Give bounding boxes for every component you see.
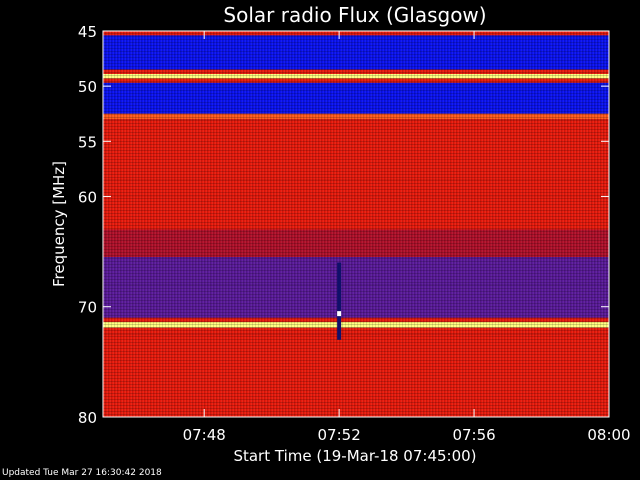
noise-texture-horizontal <box>103 31 609 417</box>
y-tick-label-0: 45 <box>78 23 97 41</box>
plot-area <box>103 31 609 417</box>
burst-column <box>337 262 342 340</box>
y-tick-label-3: 60 <box>78 188 97 206</box>
x-tick-label-3: 08:00 <box>587 426 630 444</box>
x-tick-label-2: 07:56 <box>452 426 495 444</box>
axes: 07:48 07:52 07:56 08:00 45 50 55 60 70 80 <box>78 23 631 444</box>
burst-peak <box>337 311 342 317</box>
x-axis-label: Start Time (19-Mar-18 07:45:00) <box>233 447 476 465</box>
y-axis-label: Frequency [MHz] <box>50 161 68 287</box>
x-tick-label-1: 07:52 <box>318 426 361 444</box>
y-tick-label-4: 70 <box>78 299 97 317</box>
plot-frame <box>102 30 610 418</box>
y-tick-label-1: 50 <box>78 78 97 96</box>
chart-title: Solar radio Flux (Glasgow) <box>223 3 486 27</box>
y-tick-label-2: 55 <box>78 133 97 151</box>
updated-timestamp: Updated Tue Mar 27 16:30:42 2018 <box>2 468 162 478</box>
y-tick-label-5: 80 <box>78 409 97 427</box>
x-tick-label-0: 07:48 <box>183 426 226 444</box>
